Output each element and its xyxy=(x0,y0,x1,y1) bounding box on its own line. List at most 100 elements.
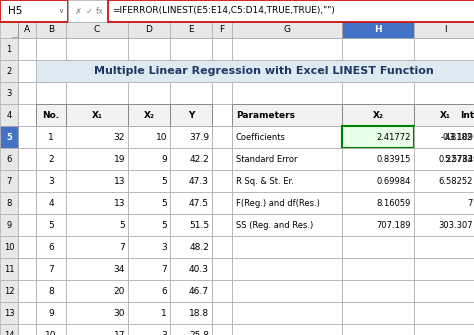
Bar xyxy=(232,192,342,214)
Text: 7: 7 xyxy=(119,243,125,252)
Text: 5: 5 xyxy=(161,220,167,229)
Bar xyxy=(414,38,474,60)
Bar xyxy=(414,214,474,236)
Bar xyxy=(342,214,414,236)
Bar xyxy=(170,280,212,302)
Bar xyxy=(36,148,66,170)
Text: -0.8182: -0.8182 xyxy=(441,133,473,141)
Text: 6: 6 xyxy=(48,243,54,252)
Bar xyxy=(18,236,36,258)
Bar xyxy=(342,280,414,302)
Text: Parameters: Parameters xyxy=(236,111,295,120)
Bar xyxy=(212,148,232,170)
Text: Standard Error: Standard Error xyxy=(236,154,298,163)
Bar xyxy=(18,192,36,214)
Bar xyxy=(66,82,128,104)
Text: 20: 20 xyxy=(114,286,125,295)
Text: 3: 3 xyxy=(48,177,54,186)
Bar xyxy=(212,302,232,324)
Bar xyxy=(232,170,342,192)
Text: 5: 5 xyxy=(119,220,125,229)
Bar xyxy=(128,236,170,258)
Bar xyxy=(128,324,170,335)
Text: No.: No. xyxy=(43,111,60,120)
Bar xyxy=(66,258,128,280)
Bar xyxy=(232,214,342,236)
Bar xyxy=(170,214,212,236)
Bar xyxy=(0,324,18,335)
Bar xyxy=(18,22,36,38)
Bar xyxy=(0,258,18,280)
Text: G: G xyxy=(283,25,291,35)
Text: 2: 2 xyxy=(48,154,54,163)
Text: 8.16059: 8.16059 xyxy=(377,199,411,207)
Text: E: E xyxy=(188,25,194,35)
Text: fx: fx xyxy=(96,6,104,15)
Bar xyxy=(414,82,474,104)
Bar xyxy=(36,236,66,258)
Bar xyxy=(212,324,232,335)
Text: 7: 7 xyxy=(48,265,54,273)
Text: 1: 1 xyxy=(6,45,12,54)
Bar xyxy=(0,60,18,82)
Text: 12: 12 xyxy=(4,286,14,295)
Text: 303.307: 303.307 xyxy=(438,220,473,229)
Text: 6.58252: 6.58252 xyxy=(438,177,473,186)
Bar xyxy=(128,126,170,148)
Bar xyxy=(36,38,66,60)
Text: 1: 1 xyxy=(161,309,167,318)
Bar xyxy=(212,280,232,302)
Text: 5.5784997: 5.5784997 xyxy=(444,154,474,163)
Text: C: C xyxy=(94,25,100,35)
Bar xyxy=(18,82,36,104)
Bar xyxy=(414,280,474,302)
Text: 0.69984: 0.69984 xyxy=(377,177,411,186)
Text: 3: 3 xyxy=(6,88,12,97)
Bar xyxy=(36,214,66,236)
Text: X₁: X₁ xyxy=(439,111,450,120)
Bar xyxy=(128,22,170,38)
Text: 7: 7 xyxy=(6,177,12,186)
Text: 42.2: 42.2 xyxy=(189,154,209,163)
Text: 18.8: 18.8 xyxy=(189,309,209,318)
Bar xyxy=(18,38,36,60)
Bar xyxy=(128,148,170,170)
Bar xyxy=(232,22,342,38)
Bar xyxy=(0,22,18,38)
Text: 6: 6 xyxy=(6,154,12,163)
Bar xyxy=(170,170,212,192)
Bar xyxy=(128,82,170,104)
Text: 9: 9 xyxy=(6,220,12,229)
Text: R Sq. & St. Er.: R Sq. & St. Er. xyxy=(236,177,294,186)
Bar xyxy=(36,302,66,324)
Text: 48.2: 48.2 xyxy=(189,243,209,252)
Text: 11: 11 xyxy=(4,265,14,273)
Text: ∨: ∨ xyxy=(58,8,63,14)
Bar xyxy=(108,0,474,22)
Text: X₁: X₁ xyxy=(91,111,102,120)
Text: 47.5: 47.5 xyxy=(189,199,209,207)
Text: H5: H5 xyxy=(8,6,22,16)
Text: 707.189: 707.189 xyxy=(376,220,411,229)
Bar xyxy=(128,280,170,302)
Bar xyxy=(232,38,342,60)
Text: Coefficients: Coefficients xyxy=(236,133,286,141)
Text: 14: 14 xyxy=(4,331,14,335)
Bar xyxy=(342,104,414,126)
Bar xyxy=(232,126,342,148)
Text: I: I xyxy=(444,25,447,35)
Text: 51.5: 51.5 xyxy=(189,220,209,229)
Bar xyxy=(170,302,212,324)
Text: 9: 9 xyxy=(48,309,54,318)
Bar xyxy=(128,170,170,192)
Bar xyxy=(342,38,414,60)
Bar xyxy=(68,0,108,22)
Bar xyxy=(342,170,414,192)
Bar xyxy=(232,82,342,104)
Text: 19: 19 xyxy=(113,154,125,163)
Bar xyxy=(0,302,18,324)
Bar xyxy=(36,170,66,192)
Bar xyxy=(212,104,232,126)
Text: 2.41772: 2.41772 xyxy=(377,133,411,141)
Text: H: H xyxy=(374,25,382,35)
